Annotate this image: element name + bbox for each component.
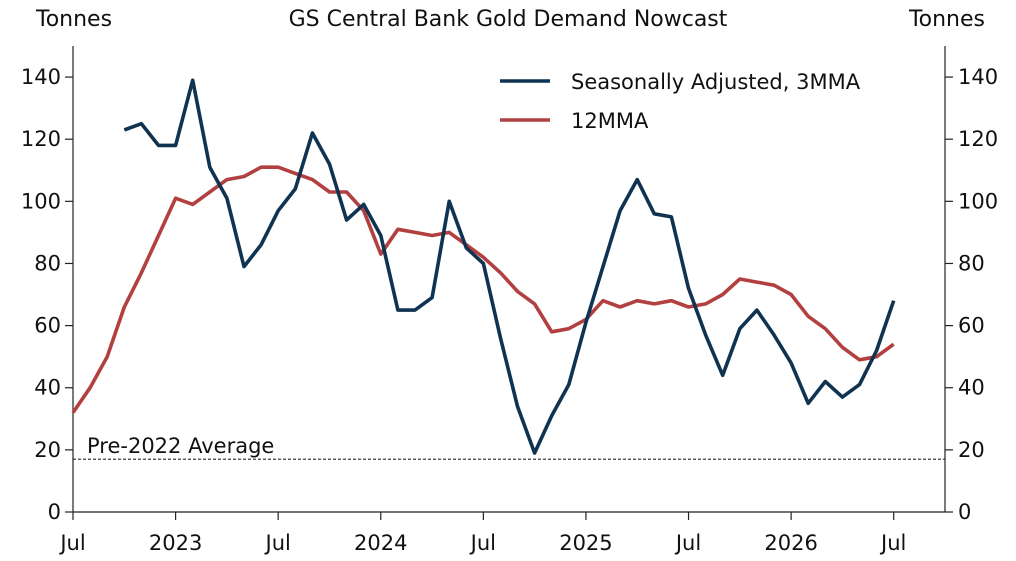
- y-tick-label-left: 0: [48, 500, 61, 524]
- y-axis-unit-left: Tonnes: [35, 7, 112, 32]
- y-tick-label-right: 120: [958, 127, 998, 151]
- y-tick-label-right: 100: [958, 189, 998, 213]
- y-tick-label-left: 40: [34, 376, 61, 400]
- legend-label: Seasonally Adjusted, 3MMA: [571, 70, 861, 94]
- y-tick-label-left: 140: [21, 65, 61, 89]
- series-line-seasonally-adjusted: [123, 78, 896, 455]
- x-tick-label: 2026: [764, 531, 817, 555]
- x-tick-label: Jul: [58, 531, 85, 555]
- legend: Seasonally Adjusted, 3MMA 12MMA: [500, 70, 861, 133]
- pre-2022-average-label: Pre-2022 Average: [87, 434, 274, 458]
- y-tick-label-left: 80: [34, 251, 61, 275]
- x-tick-label: Jul: [879, 531, 906, 555]
- legend-label: 12MMA: [571, 109, 649, 133]
- x-tick-label: 2025: [559, 531, 612, 555]
- y-axis-unit-right: Tonnes: [908, 7, 985, 32]
- y-tick-label-right: 80: [958, 251, 985, 275]
- x-tick-label: 2023: [149, 531, 202, 555]
- y-tick-label-left: 20: [34, 438, 61, 462]
- y-tick-label-right: 140: [958, 65, 998, 89]
- y-tick-label-left: 100: [21, 189, 61, 213]
- y-tick-label-left: 60: [34, 314, 61, 338]
- y-tick-label-right: 60: [958, 314, 985, 338]
- x-tick-label: Jul: [674, 531, 701, 555]
- y-tick-label-right: 20: [958, 438, 985, 462]
- titles-group: GS Central Bank Gold Demand Nowcast Tonne…: [35, 7, 985, 32]
- axes-group: 0 0 20 20 40 40 60 60 80 80 100 100 120 120 140 140 Jul 2…: [21, 46, 998, 555]
- series-group: [71, 78, 896, 455]
- x-tick-label: Jul: [264, 531, 291, 555]
- reference-line-group: Pre-2022 Average: [73, 434, 945, 460]
- chart-title: GS Central Bank Gold Demand Nowcast: [289, 7, 728, 32]
- series-line-12mma: [71, 165, 895, 414]
- y-tick-label-left: 120: [21, 127, 61, 151]
- x-tick-label: Jul: [469, 531, 496, 555]
- y-tick-label-right: 40: [958, 376, 985, 400]
- y-tick-label-right: 0: [958, 500, 971, 524]
- x-tick-label: 2024: [354, 531, 407, 555]
